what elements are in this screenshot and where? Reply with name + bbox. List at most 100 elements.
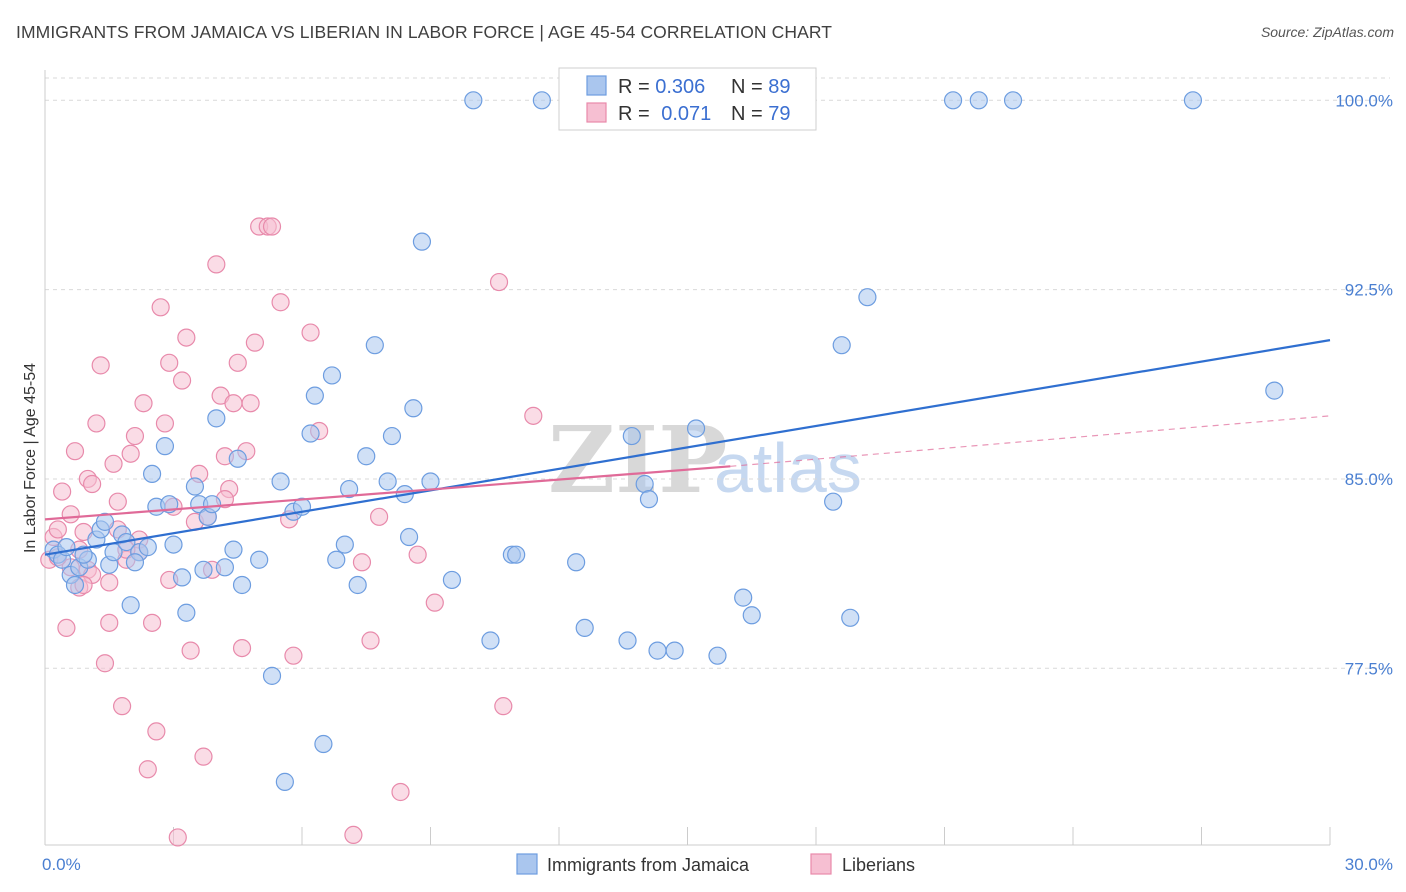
jamaica-point-41: [305, 386, 324, 405]
liberians-point-15: [100, 613, 119, 632]
jamaica-point-25: [185, 477, 205, 496]
bottom-legend-label-liberians: Liberians: [842, 855, 915, 875]
liberians-point-18: [112, 697, 132, 716]
liberians-point-54: [284, 646, 303, 665]
liberians-point-17: [108, 492, 127, 511]
top-legend: R = 0.306 N = 89 R = 0.071 N = 79: [558, 67, 817, 131]
liberians-point-75: [61, 505, 80, 524]
legend-r-value-liberians: 0.071: [661, 103, 711, 125]
jamaica-point-37: [275, 772, 294, 791]
jamaica-point-46: [340, 479, 359, 499]
jamaica-point-78: [832, 336, 851, 355]
legend-n-value-jamaica: 89: [768, 76, 790, 98]
jamaica-point-23: [172, 568, 192, 587]
liberians-point-52: [271, 293, 290, 312]
liberians-point-34: [181, 641, 200, 660]
jamaica-point-51: [382, 426, 402, 446]
legend-swatch-liberians: [586, 102, 607, 123]
jamaica-point-32: [228, 449, 247, 468]
legend-r-value-jamaica: 0.306: [655, 76, 705, 98]
watermark-atlas: atlas: [714, 429, 862, 507]
jamaica-point-86: [74, 545, 93, 564]
jamaica-point-24: [177, 603, 196, 622]
jamaica-point-43: [322, 366, 342, 385]
liberians-point-3: [53, 482, 72, 501]
jamaica-point-71: [665, 641, 684, 660]
liberians-point-51: [262, 217, 282, 236]
liberians-point-32: [172, 371, 192, 390]
jamaica-point-80: [858, 288, 877, 307]
x-tick-label-0: 0.0%: [42, 855, 81, 874]
jamaica-point-36: [271, 472, 290, 491]
liberians-point-24: [138, 760, 157, 779]
y-tick-labels: 100.0% 92.5% 85.0% 77.5%: [1335, 91, 1393, 678]
jamaica-trend-line: [44, 339, 1331, 556]
liberians-point-63: [489, 272, 509, 292]
jamaica-point-65: [575, 618, 594, 637]
legend-n-value-liberians: 79: [768, 103, 790, 125]
legend-n-label-jamaica: N = 89: [731, 76, 791, 98]
jamaica-point-79: [841, 608, 860, 627]
liberians-point-6: [65, 442, 85, 461]
jamaica-point-33: [232, 575, 252, 595]
jamaica-point-72: [686, 419, 706, 438]
jamaica-point-45: [335, 535, 354, 554]
jamaica-point-49: [365, 336, 384, 355]
bottom-legend-swatch-liberians: [810, 853, 832, 875]
legend-n-label-liberians: N = 79: [731, 103, 791, 125]
bottom-legend: Immigrants from Jamaica Liberians: [516, 853, 915, 875]
jamaica-point-40: [301, 424, 320, 443]
liberians-point-48: [245, 333, 264, 352]
jamaica-point-68: [635, 474, 654, 494]
liberians-point-31: [168, 828, 187, 847]
jamaica-point-47: [348, 575, 367, 595]
jamaica-point-34: [250, 550, 269, 569]
chart-title: IMMIGRANTS FROM JAMAICA VS LIBERIAN IN L…: [16, 22, 833, 42]
liberians-point-12: [87, 414, 106, 433]
liberians-point-23: [134, 394, 153, 413]
liberians-point-61: [408, 545, 427, 564]
liberians-point-43: [224, 394, 243, 413]
jamaica-point-59: [481, 631, 500, 650]
jamaica-point-74: [734, 588, 753, 607]
liberians-point-27: [151, 298, 170, 317]
jamaica-point-50: [378, 472, 397, 491]
liberians-point-14: [95, 654, 115, 673]
jamaica-point-62: [532, 91, 551, 110]
jamaica-point-18: [142, 464, 162, 484]
jamaica-point-29: [207, 409, 226, 428]
jamaica-point-85: [1265, 381, 1284, 400]
liberians-point-57: [352, 553, 372, 572]
jamaica-point-55: [412, 232, 432, 251]
liberians-point-39: [207, 255, 226, 274]
jamaica-point-10: [95, 512, 115, 531]
legend-r-text-liberians: R =: [618, 103, 655, 125]
watermark: ZIP atlas: [548, 406, 862, 514]
liberians-point-55: [301, 323, 320, 342]
jamaica-point-84: [1183, 91, 1203, 110]
legend-r-label-jamaica: R = 0.306: [618, 76, 705, 98]
x-tick-labels: 0.0% 30.0%: [42, 855, 1393, 874]
legend-swatch-jamaica: [586, 75, 607, 96]
legend-n-text-liberians: N =: [731, 103, 768, 125]
liberians-point-64: [494, 697, 513, 716]
x-tick-label-1: 30.0%: [1345, 855, 1393, 874]
liberians-point-62: [425, 593, 444, 612]
liberians-point-45: [232, 638, 252, 658]
jamaica-point-82: [969, 91, 988, 110]
liberians-point-60: [391, 782, 410, 802]
liberians-point-21: [125, 426, 145, 446]
liberians-point-2: [48, 520, 67, 539]
liberians-point-59: [370, 507, 389, 526]
jamaica-point-83: [1003, 91, 1023, 110]
jamaica-point-30: [215, 558, 234, 577]
jamaica-point-27: [194, 560, 213, 579]
jamaica-point-69: [639, 490, 659, 509]
bottom-legend-swatch-jamaica: [516, 853, 538, 875]
jamaica-point-17: [138, 538, 157, 557]
liberians-point-58: [361, 631, 380, 650]
jamaica-point-70: [648, 641, 667, 660]
jamaica-point-61: [507, 545, 526, 564]
liberians-point-44: [228, 353, 247, 372]
jamaica-point-20: [155, 437, 175, 456]
